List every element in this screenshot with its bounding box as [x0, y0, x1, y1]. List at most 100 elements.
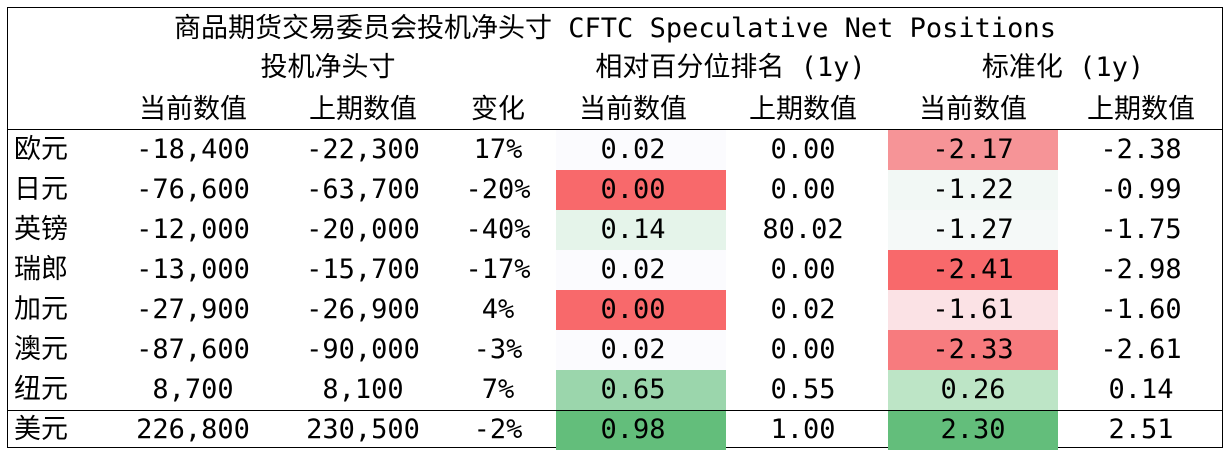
header-divider: [8, 129, 1222, 130]
std-current: 2.30: [940, 414, 1006, 445]
std-previous: 0.14: [1108, 374, 1174, 405]
col-header-std-previous: 上期数值: [1087, 94, 1195, 125]
net-previous: -63,700: [306, 174, 420, 205]
table-row: 日元 -76,600 -63,700 -20% 0.00 0.00 -1.22 -0.99: [8, 170, 1222, 210]
std-previous: -1.75: [1100, 214, 1182, 245]
std-previous: -0.99: [1100, 174, 1182, 205]
pct-current-heat-fill: [556, 130, 726, 170]
pct-current-heat-fill: [556, 250, 726, 290]
std-current: -1.22: [932, 174, 1014, 205]
change-pct: -2%: [473, 414, 523, 445]
group-header-row: 投机净头寸 相对百分位排名 (1y) 标准化 (1y): [8, 48, 1222, 88]
group-standardized: 标准化 (1y): [981, 52, 1145, 83]
group-net-positions: 投机净头寸: [260, 52, 396, 83]
pct-current: 0.02: [600, 134, 666, 165]
change-pct: -17%: [465, 254, 531, 285]
std-current-heat-fill: [888, 370, 1058, 410]
pct-current: 0.02: [600, 334, 666, 365]
std-current: -2.41: [932, 254, 1014, 285]
std-current-heat-fill: [888, 250, 1058, 290]
pct-previous: 0.02: [770, 294, 836, 325]
col-header-pct-previous: 上期数值: [749, 94, 857, 125]
pct-current-heat-fill: [556, 170, 726, 210]
pct-previous: 80.02: [762, 214, 844, 245]
pct-current: 0.00: [600, 174, 666, 205]
pct-current-heat-fill: [556, 370, 726, 410]
pct-current-heat-fill: [556, 410, 726, 450]
pct-current-heat-fill: [556, 330, 726, 370]
table-row: 加元 -27,900 -26,900 4% 0.00 0.02 -1.61 -1.60: [8, 290, 1222, 330]
std-current-heat-fill: [888, 170, 1058, 210]
currency-name: 英镑: [14, 214, 68, 245]
net-previous: -26,900: [306, 294, 420, 325]
table-row: 澳元 -87,600 -90,000 -3% 0.02 0.00 -2.33 -2.61: [8, 330, 1222, 370]
std-current: -1.27: [932, 214, 1014, 245]
net-current: -27,900: [136, 294, 250, 325]
change-pct: -3%: [473, 334, 523, 365]
currency-name: 澳元: [14, 334, 68, 365]
pct-current-heat-fill: [556, 290, 726, 330]
net-previous: 8,100: [322, 374, 404, 405]
net-previous: -90,000: [306, 334, 420, 365]
table-row: 美元 226,800 230,500 -2% 0.98 1.00 2.30 2.51: [8, 410, 1222, 450]
net-current: -76,600: [136, 174, 250, 205]
std-current: 0.26: [940, 374, 1006, 405]
pct-previous: 0.00: [770, 254, 836, 285]
net-current: -12,000: [136, 214, 250, 245]
change-pct: -40%: [465, 214, 531, 245]
pct-current: 0.65: [600, 374, 666, 405]
std-previous: -2.98: [1100, 254, 1182, 285]
table-title: 商品期货交易委员会投机净头寸 CFTC Speculative Net Posi…: [174, 13, 1056, 44]
currency-name: 瑞郎: [14, 254, 68, 285]
std-current-heat-fill: [888, 290, 1058, 330]
col-header-net-previous: 上期数值: [309, 94, 417, 125]
currency-name: 加元: [14, 294, 68, 325]
col-header-pct-current: 当前数值: [579, 94, 687, 125]
std-previous: -1.60: [1100, 294, 1182, 325]
currency-name: 纽元: [14, 374, 68, 405]
std-current-heat-fill: [888, 410, 1058, 450]
pct-current: 0.98: [600, 414, 666, 445]
pct-current-heat-fill: [556, 210, 726, 250]
change-pct: 4%: [481, 294, 515, 325]
net-previous: -20,000: [306, 214, 420, 245]
change-pct: -20%: [465, 174, 531, 205]
net-current: -18,400: [136, 134, 250, 165]
pct-current: 0.00: [600, 294, 666, 325]
pct-previous: 1.00: [770, 414, 836, 445]
std-previous: -2.61: [1100, 334, 1182, 365]
table-row: 英镑 -12,000 -20,000 -40% 0.14 80.02 -1.27 -1.75: [8, 210, 1222, 250]
std-current: -2.17: [932, 134, 1014, 165]
group-percentile-rank: 相对百分位排名 (1y): [595, 52, 866, 83]
net-current: 8,700: [152, 374, 234, 405]
pct-previous: 0.00: [770, 134, 836, 165]
net-current: -87,600: [136, 334, 250, 365]
net-current: -13,000: [136, 254, 250, 285]
change-pct: 7%: [481, 374, 515, 405]
positions-table: 商品期货交易委员会投机净头寸 CFTC Speculative Net Posi…: [7, 7, 1223, 450]
std-current: -1.61: [932, 294, 1014, 325]
table-row: 纽元 8,700 8,100 7% 0.65 0.55 0.26 0.14: [8, 370, 1222, 410]
table-row: 欧元 -18,400 -22,300 17% 0.02 0.00 -2.17 -2.38: [8, 130, 1222, 170]
usd-divider: [8, 410, 1222, 411]
pct-previous: 0.55: [770, 374, 836, 405]
pct-previous: 0.00: [770, 334, 836, 365]
pct-current: 0.02: [600, 254, 666, 285]
std-current-heat-fill: [888, 330, 1058, 370]
col-header-change: 变化: [471, 94, 525, 125]
std-current-heat-fill: [888, 130, 1058, 170]
net-previous: -22,300: [306, 134, 420, 165]
net-previous: 230,500: [306, 414, 420, 445]
currency-name: 欧元: [14, 134, 68, 165]
std-current: -2.33: [932, 334, 1014, 365]
change-pct: 17%: [473, 134, 523, 165]
pct-current: 0.14: [600, 214, 666, 245]
col-header-net-current: 当前数值: [139, 94, 247, 125]
std-previous: 2.51: [1108, 414, 1174, 445]
currency-name: 美元: [14, 414, 68, 445]
column-header-row: 当前数值 上期数值 变化 当前数值 上期数值 当前数值 上期数值: [8, 90, 1222, 130]
currency-name: 日元: [14, 174, 68, 205]
std-previous: -2.38: [1100, 134, 1182, 165]
table-row: 瑞郎 -13,000 -15,700 -17% 0.02 0.00 -2.41 -2.98: [8, 250, 1222, 290]
net-previous: -15,700: [306, 254, 420, 285]
